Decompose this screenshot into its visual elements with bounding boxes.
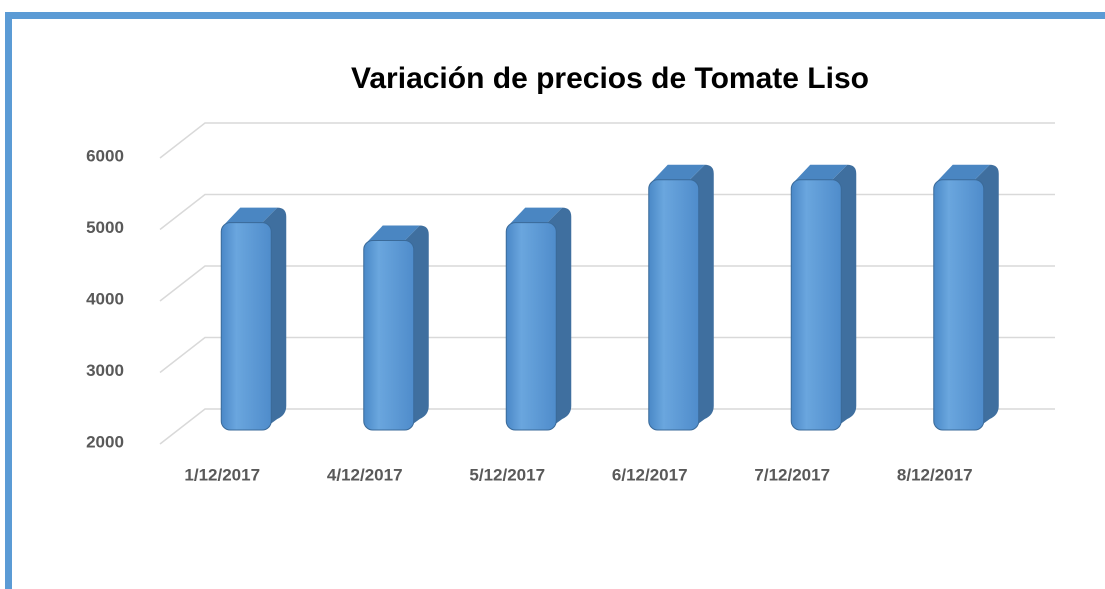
y-tick-label: 3000	[86, 361, 124, 380]
bar-top	[223, 207, 278, 226]
y-tick-label: 5000	[86, 218, 124, 237]
bar	[363, 240, 415, 431]
x-tick-label: 7/12/2017	[754, 465, 830, 484]
bar	[220, 222, 272, 431]
bar-top	[650, 164, 705, 183]
panel-frame	[5, 12, 1105, 589]
bar	[505, 222, 557, 431]
x-tick-label: 6/12/2017	[612, 465, 688, 484]
bar	[790, 179, 842, 431]
bar-top	[935, 164, 990, 183]
x-tick-label: 4/12/2017	[327, 465, 403, 484]
grid-line	[159, 408, 1055, 445]
bar	[933, 179, 985, 431]
bar	[648, 179, 700, 431]
x-tick-label: 8/12/2017	[897, 465, 973, 484]
y-tick-label: 2000	[86, 432, 124, 451]
grid-line	[159, 193, 1055, 231]
x-tick-label: 5/12/2017	[469, 465, 545, 484]
bar-top	[793, 164, 848, 183]
bar-top	[508, 207, 563, 226]
grid-line	[159, 265, 1055, 302]
bar-top	[365, 225, 420, 244]
grid-line	[159, 336, 1055, 374]
chart-title: Variación de precios de Tomate Liso	[351, 62, 869, 95]
y-tick-label: 4000	[86, 289, 124, 308]
x-tick-label: 1/12/2017	[184, 465, 260, 484]
grid-line	[159, 122, 1055, 159]
y-tick-label: 6000	[86, 146, 124, 165]
